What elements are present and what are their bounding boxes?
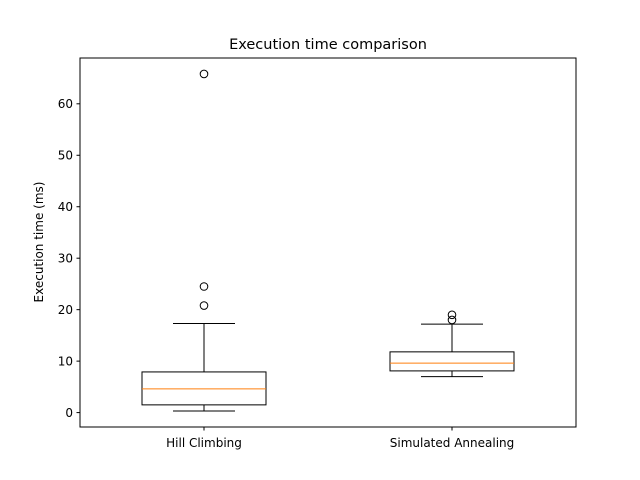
axes-frame: [79, 57, 577, 428]
box-iqr: [141, 371, 267, 406]
y-tick-label: 40: [58, 200, 73, 214]
y-tick-label: 10: [58, 354, 73, 368]
x-tick-label: Simulated Annealing: [390, 436, 515, 450]
outlier-point: [199, 282, 209, 291]
x-tick-label: Hill Climbing: [166, 436, 242, 450]
y-tick-label: 60: [58, 97, 73, 111]
box-iqr: [389, 351, 515, 372]
y-tick-label: 30: [58, 251, 73, 265]
outlier-point: [199, 69, 209, 79]
y-tick-label: 50: [58, 149, 73, 163]
y-tick-label: 20: [58, 303, 73, 317]
chart-title: Execution time comparison: [229, 37, 427, 53]
outlier-point: [199, 301, 209, 310]
outlier-point: [447, 315, 457, 325]
plot-area: 0 10 20 30 40 50 60 Hill Climbing Simulated Anne…: [58, 57, 577, 450]
y-tick-label: 0: [65, 406, 73, 420]
outlier-point: [447, 310, 457, 320]
y-axis-label: Execution time (ms): [32, 182, 46, 303]
